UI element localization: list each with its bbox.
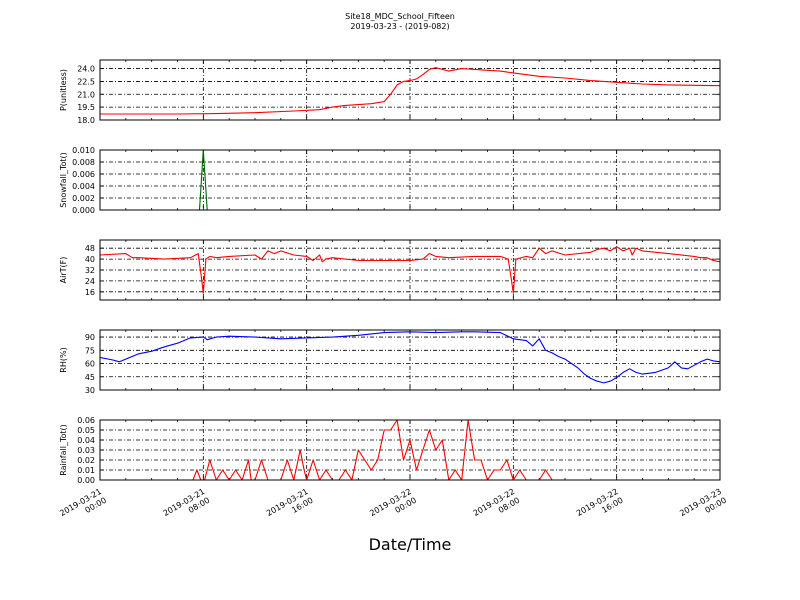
x-tick-label: 2019-03-2108:00	[162, 487, 212, 527]
series-line	[99, 246, 721, 294]
y-tick-label: 45	[85, 373, 95, 382]
plot-frame	[99, 149, 721, 211]
y-tick-label: 48	[85, 244, 95, 253]
y-tick-label: 0.05	[77, 426, 95, 435]
chart-panel-4: 0.000.010.020.030.040.050.06 Rainfall_Tot…	[59, 416, 721, 485]
x-tick-label: 2019-03-2216:00	[575, 487, 625, 527]
y-tick-label: 75	[85, 346, 95, 355]
y-tick-label: 0.000	[72, 206, 95, 215]
y-tick-label: 24	[85, 277, 95, 286]
chart-panel-0: 18.0 19.5 21.0 22.5 24.0 P(unitless)	[59, 59, 721, 125]
y-tick-label: 24.0	[77, 65, 95, 74]
y-tick-label: 22.5	[77, 77, 95, 86]
x-tick-labels: 2019-03-2100:00 2019-03-2108:00 2019-03-21…	[58, 487, 728, 527]
y-tick-label: 19.5	[77, 103, 95, 112]
y-tick-label: 0.03	[77, 446, 95, 455]
y-tick-label: 0.04	[77, 436, 95, 445]
series-line	[99, 331, 721, 384]
y-tick-label: 16	[85, 288, 95, 297]
y-tick-label: 0.01	[77, 466, 95, 475]
x-tick-label: 2019-03-2116:00	[265, 487, 315, 527]
plot-frame	[99, 329, 721, 391]
series-line	[100, 419, 720, 481]
y-tick-label: 0.06	[77, 416, 95, 425]
chart-panel-2: 16 24 32 40 48 AirT(F)	[59, 239, 721, 301]
y-tick-label: 21.0	[77, 90, 95, 99]
x-tick-label: 2019-03-2200:00	[368, 487, 418, 527]
x-tick-label: 2019-03-2300:00	[678, 487, 728, 527]
plot-frame	[99, 59, 721, 121]
y-tick-label: 0.004	[72, 182, 95, 191]
y-tick-label: 60	[85, 360, 95, 369]
y-axis-label: Snowfall_Tot()	[59, 152, 68, 208]
y-tick-label: 18.0	[77, 116, 95, 125]
y-tick-label: 0.02	[77, 456, 95, 465]
x-axis-label: Date/Time	[369, 535, 452, 554]
chart-panels: 18.019.521.022.524.0P(unitless)0.0000.00…	[59, 59, 721, 485]
figure-subtitle: 2019-03-23 - (2019-082)	[350, 22, 449, 31]
figure-title: Site18_MDC_School_Fifteen	[345, 12, 455, 21]
chart-panel-1: 0.000 0.002 0.004 0.006 0.008 0.010 Snowfall_T…	[59, 146, 721, 215]
y-axis-label: AirT(F)	[59, 257, 68, 284]
y-tick-label: 0.00	[77, 476, 95, 485]
y-axis-label: RH(%)	[59, 347, 68, 372]
y-axis-label: P(unitless)	[59, 69, 68, 111]
x-tick-label: 2019-03-2208:00	[472, 487, 522, 527]
plot-frame	[99, 239, 721, 301]
y-axis-label: Rainfall_Tot()	[59, 424, 68, 476]
y-tick-label: 0.006	[72, 170, 95, 179]
plot-frame	[99, 419, 721, 481]
chart-panel-3: 30 45 60 75 90 RH(%)	[59, 329, 721, 395]
y-tick-label: 32	[85, 266, 95, 275]
y-tick-label: 0.002	[72, 194, 95, 203]
y-tick-label: 0.010	[72, 146, 95, 155]
y-tick-label: 0.008	[72, 158, 95, 167]
x-tick-label: 2019-03-2100:00	[58, 487, 108, 527]
y-tick-label: 40	[85, 255, 95, 264]
y-tick-label: 30	[85, 386, 95, 395]
series-line	[100, 67, 721, 115]
y-tick-label: 90	[85, 333, 95, 342]
